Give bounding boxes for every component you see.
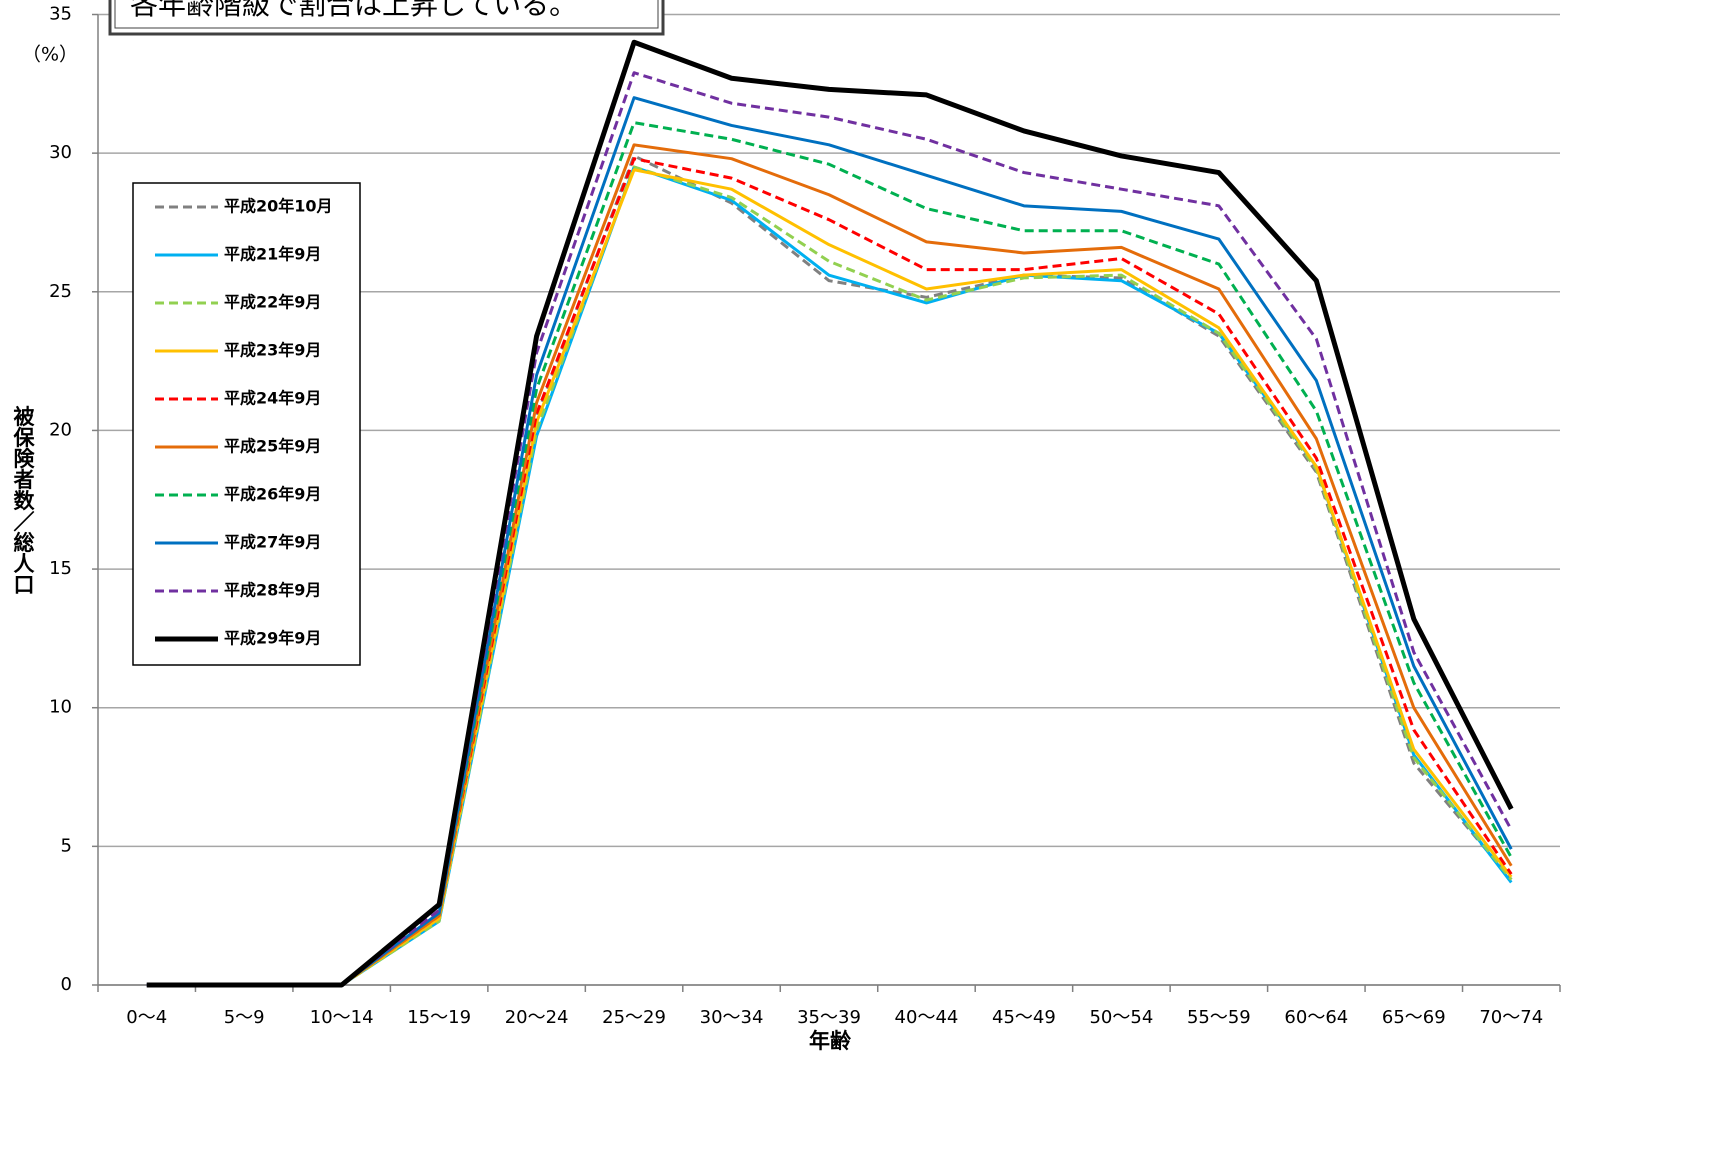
y-tick-label: 10 xyxy=(49,697,72,718)
x-tick-label: 20～24 xyxy=(505,1007,569,1028)
x-tick-label: 70～74 xyxy=(1479,1007,1543,1028)
x-tick-label: 30～34 xyxy=(700,1007,764,1028)
legend-label: 平成29年9月 xyxy=(224,629,321,648)
y-tick-label: 5 xyxy=(61,835,72,856)
x-tick-label: 45～49 xyxy=(992,1007,1056,1028)
legend-label: 平成22年9月 xyxy=(224,293,321,312)
y-tick-label: 0 xyxy=(61,974,72,995)
series-line xyxy=(146,71,1513,987)
y-tick-label: 30 xyxy=(49,142,72,163)
x-tick-label: 55～59 xyxy=(1187,1007,1251,1028)
y-tick-label: 25 xyxy=(49,281,72,302)
y-tick-label: 15 xyxy=(49,558,72,579)
x-tick-label: 15～19 xyxy=(407,1007,471,1028)
x-tick-label: 40～44 xyxy=(895,1007,959,1028)
y-unit: （%） xyxy=(22,44,78,66)
legend-label: 平成26年9月 xyxy=(224,485,321,504)
y-axis-label: 被保険者数／総人口 xyxy=(11,405,36,595)
legend-label: 平成23年9月 xyxy=(224,341,321,360)
x-tick-label: 25～29 xyxy=(602,1007,666,1028)
series-line xyxy=(146,121,1513,987)
legend-label: 平成24年9月 xyxy=(224,389,321,408)
legend-label: 平成20年10月 xyxy=(224,197,333,216)
x-tick-label: 50～54 xyxy=(1089,1007,1153,1028)
x-tick-label: 65～69 xyxy=(1382,1007,1446,1028)
legend-box xyxy=(132,182,361,666)
series-line xyxy=(146,154,1513,987)
series-line xyxy=(146,157,1513,987)
annotation-box-inner xyxy=(114,0,659,29)
x-tick-label: 35～39 xyxy=(797,1007,861,1028)
x-axis-label: 年齢 xyxy=(809,1029,852,1053)
y-tick-label: 35 xyxy=(49,4,72,25)
series-line xyxy=(146,165,1513,987)
x-tick-label: 10～14 xyxy=(310,1007,374,1028)
x-tick-label: 5～9 xyxy=(224,1007,265,1028)
x-tick-label: 0～4 xyxy=(126,1007,167,1028)
legend-label: 平成21年9月 xyxy=(224,245,321,264)
x-tick-label: 60～64 xyxy=(1284,1007,1348,1028)
legend-label: 平成27年9月 xyxy=(224,533,321,552)
y-tick-label: 20 xyxy=(49,419,72,440)
legend-label: 平成25年9月 xyxy=(224,437,321,456)
annotation: 各年齢階級で割合は上昇している。 xyxy=(130,0,577,21)
legend-label: 平成28年9月 xyxy=(224,581,321,600)
legend: 平成20年10月平成21年9月平成22年9月平成23年9月平成24年9月平成25… xyxy=(132,182,361,666)
series-line xyxy=(146,39,1514,988)
